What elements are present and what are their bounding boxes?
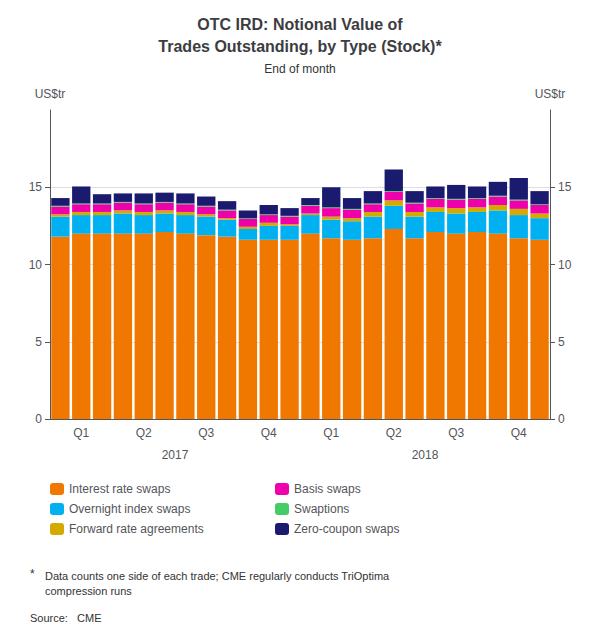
svg-text:compression runs: compression runs: [45, 585, 132, 597]
svg-text:US$tr: US$tr: [535, 87, 566, 101]
svg-text:15: 15: [558, 180, 572, 194]
svg-text:*: *: [30, 567, 35, 581]
svg-text:Trades Outstanding, by Type (S: Trades Outstanding, by Type (Stock)*: [158, 38, 442, 55]
svg-text:Q2: Q2: [136, 426, 152, 440]
svg-text:5: 5: [35, 335, 42, 349]
svg-text:Q4: Q4: [261, 426, 277, 440]
svg-text:Swaptions: Swaptions: [294, 502, 349, 516]
svg-text:10: 10: [29, 258, 43, 272]
svg-text:Q2: Q2: [386, 426, 402, 440]
svg-text:Source: CME: Source: CME: [30, 612, 102, 624]
svg-text:5: 5: [558, 335, 565, 349]
svg-text:Overnight index swaps: Overnight index swaps: [69, 502, 190, 516]
svg-text:Q1: Q1: [323, 426, 339, 440]
svg-text:Q1: Q1: [73, 426, 89, 440]
svg-text:Q3: Q3: [448, 426, 464, 440]
svg-text:2018: 2018: [412, 448, 439, 462]
svg-text:15: 15: [29, 180, 43, 194]
svg-text:OTC IRD: Notional Value of: OTC IRD: Notional Value of: [197, 16, 403, 33]
svg-text:Q3: Q3: [198, 426, 214, 440]
svg-text:End of month: End of month: [264, 62, 335, 76]
svg-text:0: 0: [35, 412, 42, 426]
svg-text:Zero-coupon swaps: Zero-coupon swaps: [294, 522, 399, 536]
svg-text:2017: 2017: [162, 448, 189, 462]
svg-text:Q4: Q4: [511, 426, 527, 440]
svg-text:0: 0: [558, 412, 565, 426]
svg-text:10: 10: [558, 258, 572, 272]
svg-text:US$tr: US$tr: [35, 87, 66, 101]
svg-text:Interest rate swaps: Interest rate swaps: [69, 482, 170, 496]
svg-text:Forward rate agreements: Forward rate agreements: [69, 522, 204, 536]
svg-text:Basis swaps: Basis swaps: [294, 482, 361, 496]
svg-text:Data counts one side of each t: Data counts one side of each trade; CME …: [45, 570, 390, 582]
